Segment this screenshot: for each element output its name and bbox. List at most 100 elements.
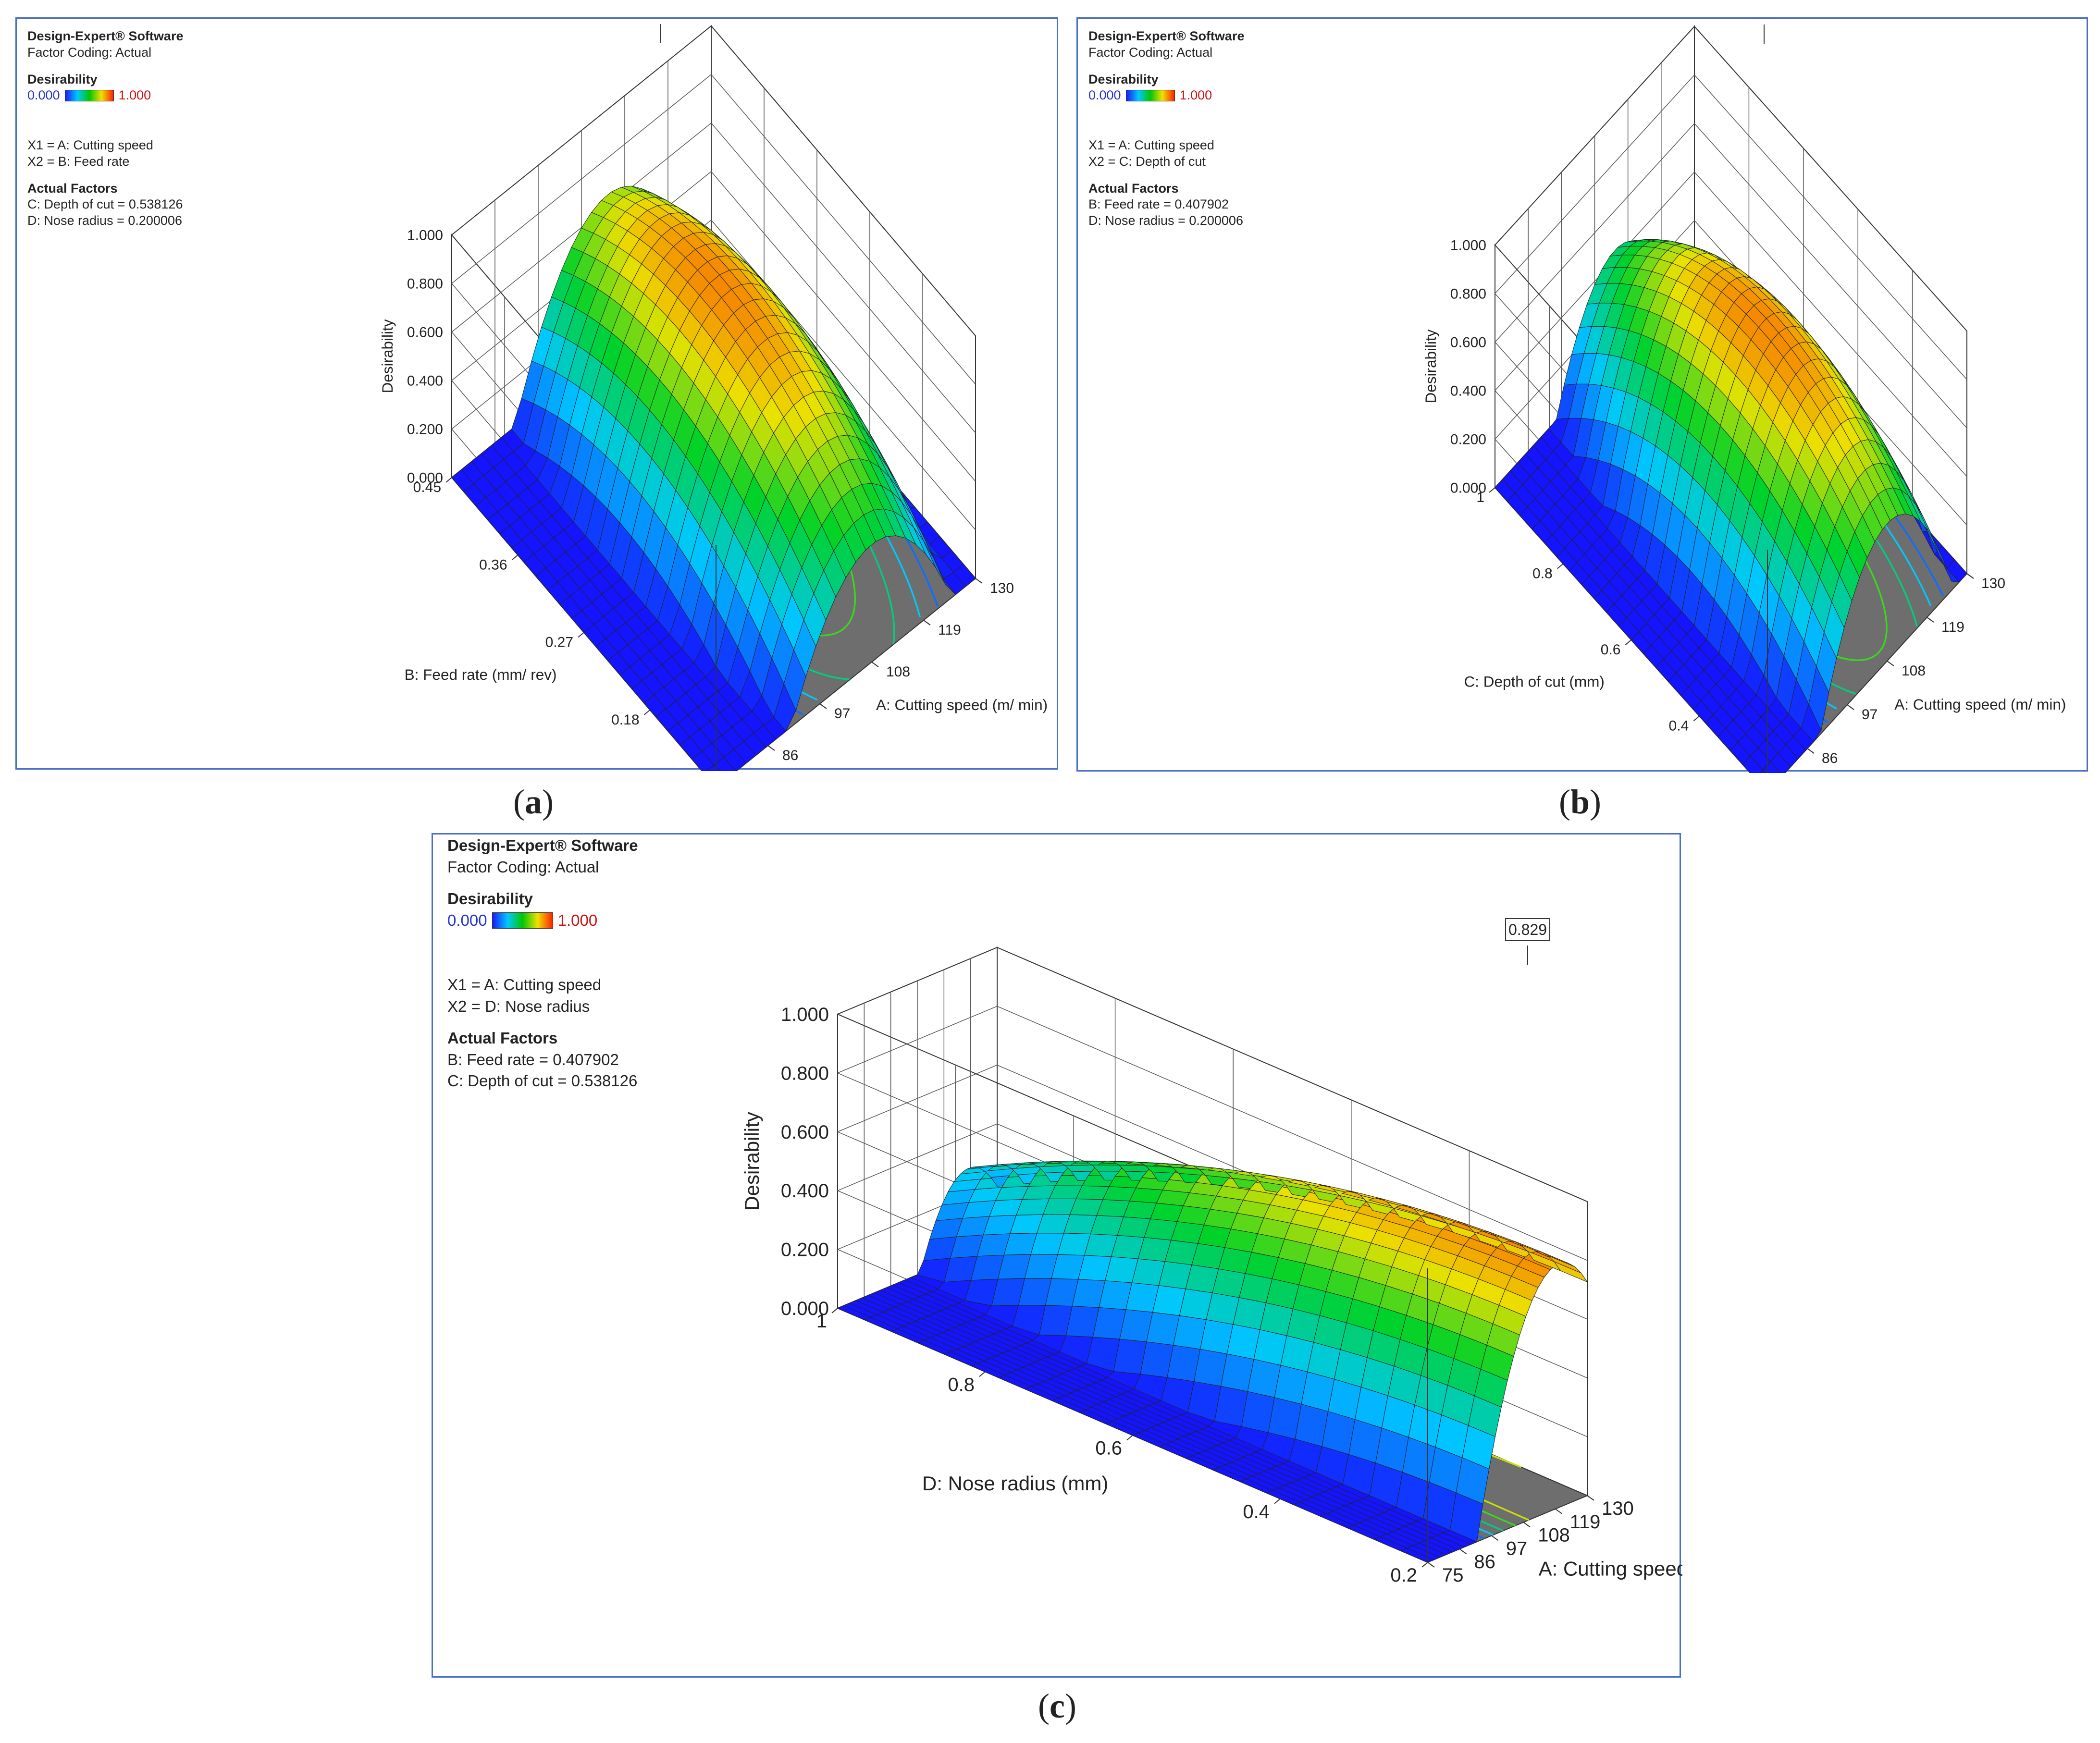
chart-panel-c: 0.000 0.200 0.400 0.600 0.800 1.000 Desirabili… bbox=[432, 833, 1682, 1678]
z-tick-label: 0.600 bbox=[407, 325, 443, 341]
actual-factor-2: D: Nose radius = 0.200006 bbox=[27, 213, 182, 228]
y-tick-label: 0.6 bbox=[1601, 642, 1621, 658]
chart-panel-a: 0.000 0.200 0.400 0.600 0.800 1.000 Desirabili… bbox=[15, 17, 1058, 771]
y-axis-label: D: Nose radius (mm) bbox=[922, 1472, 1108, 1495]
legend-max: 1.000 bbox=[557, 911, 598, 929]
legend-title: Desirability bbox=[447, 890, 533, 908]
z-tick-label: 1.000 bbox=[407, 228, 443, 244]
z-tick-label: 0.200 bbox=[1450, 432, 1486, 448]
legend-min: 0.000 bbox=[27, 88, 60, 103]
x1-definition: X1 = A: Cutting speed bbox=[27, 138, 153, 152]
z-tick-label: 0.200 bbox=[407, 422, 443, 438]
z-tick-label: 0.600 bbox=[781, 1122, 829, 1143]
factor-coding-label: Factor Coding: Actual bbox=[1088, 45, 1213, 60]
y-tick-label: 0.8 bbox=[948, 1374, 975, 1395]
x2-definition: X2 = B: Feed rate bbox=[27, 154, 130, 169]
legend-gradient bbox=[64, 90, 114, 102]
z-tick-label: 0.600 bbox=[1450, 335, 1486, 351]
x-tick-mark bbox=[1491, 1535, 1499, 1541]
z-tick-label: 0.800 bbox=[781, 1063, 829, 1084]
z-tick-label: 0.000 bbox=[781, 1298, 829, 1319]
software-label: Design-Expert® Software bbox=[27, 29, 184, 43]
y-tick-mark bbox=[831, 1308, 838, 1313]
y-tick-label: 0.45 bbox=[413, 479, 441, 495]
chart-panel-b: 0.000 0.200 0.400 0.600 0.800 1.000 Desirabili… bbox=[1076, 17, 2088, 773]
surface-plot-b: 0.000 0.200 0.400 0.600 0.800 1.000 Desirabili… bbox=[1422, 19, 2066, 773]
legend-min: 0.000 bbox=[1088, 88, 1121, 103]
surface-cell bbox=[953, 564, 976, 587]
y-tick-mark bbox=[979, 1371, 986, 1377]
y-tick-mark bbox=[1625, 639, 1632, 645]
z-tick-label: 0.800 bbox=[407, 276, 443, 292]
plot-info-a: Design-Expert® Software Factor Coding: A… bbox=[27, 28, 183, 229]
x-tick-label: 119 bbox=[938, 622, 961, 638]
x-tick-mark bbox=[1427, 1562, 1435, 1568]
x-tick-label: 97 bbox=[1862, 707, 1878, 723]
x-tick-label: 119 bbox=[1941, 619, 1964, 635]
x-tick-mark bbox=[767, 745, 775, 751]
response-surface bbox=[451, 185, 976, 771]
y-tick-mark bbox=[1126, 1435, 1133, 1441]
x-tick-mark bbox=[975, 578, 983, 584]
response-surface bbox=[1495, 239, 1967, 773]
actual-factor-1: B: Feed rate = 0.407902 bbox=[1088, 197, 1229, 212]
caption-c: (c) bbox=[1038, 1687, 1076, 1725]
legend-min: 0.000 bbox=[447, 911, 487, 929]
y-tick-label: 0.4 bbox=[1243, 1501, 1270, 1522]
y-tick-mark bbox=[1421, 1562, 1428, 1568]
z-tick-label: 0.400 bbox=[781, 1180, 829, 1202]
caption-b: (b) bbox=[1559, 783, 1602, 821]
y-axis-label: B: Feed rate (mm/ rev) bbox=[405, 666, 557, 683]
y-tick-mark bbox=[1557, 563, 1564, 569]
x-tick-label: 108 bbox=[1902, 663, 1926, 679]
y-tick-mark bbox=[1274, 1498, 1281, 1504]
x-tick-mark bbox=[1459, 1548, 1467, 1555]
y-tick-label: 0.8 bbox=[1532, 566, 1553, 582]
z-tick-label: 0.000 bbox=[1450, 480, 1486, 496]
y-tick-mark bbox=[1693, 715, 1700, 722]
legend-title: Desirability bbox=[1088, 72, 1159, 86]
y-tick-label: 0.18 bbox=[611, 712, 639, 728]
x-tick-mark bbox=[1927, 617, 1934, 623]
x-tick-mark bbox=[1847, 704, 1854, 710]
x-tick-label: 108 bbox=[1538, 1525, 1570, 1546]
z-tick-label: 0.800 bbox=[1450, 286, 1486, 302]
y-tick-label: 0.4 bbox=[1669, 718, 1689, 734]
x-tick-label: 119 bbox=[1570, 1511, 1601, 1533]
surface-plot-a: 0.000 0.200 0.400 0.600 0.800 1.000 Desirabili… bbox=[379, 24, 1048, 771]
color-legend: 0.000 1.000 bbox=[27, 87, 183, 104]
x-tick-mark bbox=[1887, 661, 1894, 666]
y-tick-label: 0.36 bbox=[479, 557, 507, 573]
y-tick-label: 1 bbox=[1476, 490, 1484, 505]
peak-flag-label: 0.829 bbox=[1508, 921, 1547, 938]
caption-a: (a) bbox=[513, 783, 554, 821]
z-tick-label: 0.200 bbox=[781, 1240, 829, 1261]
plot-info-b: Design-Expert® Software Factor Coding: A… bbox=[1088, 28, 1244, 229]
x-axis-label: A: Cutting speed (m/ min) bbox=[876, 696, 1048, 713]
x-tick-label: 86 bbox=[1822, 750, 1838, 766]
actual-factor-1: B: Feed rate = 0.407902 bbox=[447, 1050, 619, 1068]
x-tick-mark bbox=[1587, 1495, 1594, 1501]
factor-coding-label: Factor Coding: Actual bbox=[447, 858, 599, 876]
x-tick-label: 97 bbox=[834, 706, 850, 722]
color-legend: 0.000 1.000 bbox=[447, 910, 638, 932]
legend-gradient bbox=[1125, 90, 1175, 102]
y-axis-label: C: Depth of cut (mm) bbox=[1464, 673, 1605, 690]
z-axis-label: Desirability bbox=[379, 319, 396, 393]
x-axis-label: A: Cutting speed (m/ min) bbox=[1539, 1558, 1682, 1580]
x-tick-label: 75 bbox=[1442, 1565, 1464, 1586]
x2-definition: X2 = C: Depth of cut bbox=[1088, 154, 1206, 169]
plot-info-c: Design-Expert® Software Factor Coding: A… bbox=[447, 835, 638, 1092]
x1-definition: X1 = A: Cutting speed bbox=[447, 976, 602, 994]
y-tick-mark bbox=[1489, 487, 1495, 493]
x-tick-label: 86 bbox=[1474, 1551, 1495, 1572]
actual-factors-title: Actual Factors bbox=[27, 181, 118, 196]
x2-definition: X2 = D: Nose radius bbox=[447, 997, 590, 1015]
x-tick-mark bbox=[871, 662, 879, 667]
x-tick-mark bbox=[923, 620, 931, 626]
legend-max: 1.000 bbox=[118, 88, 151, 103]
software-label: Design-Expert® Software bbox=[447, 836, 638, 854]
actual-factors-title: Actual Factors bbox=[447, 1029, 558, 1047]
y-tick-label: 0.2 bbox=[1390, 1565, 1417, 1586]
x-axis-label: A: Cutting speed (m/ min) bbox=[1894, 696, 2066, 713]
